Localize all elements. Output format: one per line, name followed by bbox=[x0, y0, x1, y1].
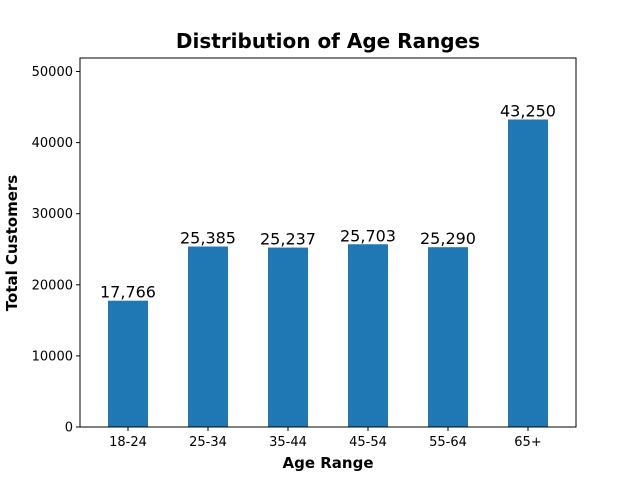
data-label-55-64: 25,290 bbox=[420, 229, 476, 248]
y-axis-title: Total Customers bbox=[3, 175, 21, 311]
x-axis-title: Age Range bbox=[282, 454, 373, 472]
x-tick-label-18-24: 18-24 bbox=[109, 435, 147, 450]
x-ticks-group: 18-24 25-34 35-44 45-54 55-64 65+ bbox=[109, 427, 542, 450]
x-tick-label-35-44: 35-44 bbox=[269, 435, 307, 450]
bar-55-64 bbox=[428, 247, 468, 427]
x-tick-label-25-34: 25-34 bbox=[189, 435, 227, 450]
plot-frame bbox=[79, 57, 577, 428]
data-label-65+: 43,250 bbox=[500, 102, 556, 121]
data-label-18-24: 17,766 bbox=[100, 283, 156, 302]
bar-35-44 bbox=[268, 247, 308, 427]
bars-group bbox=[108, 119, 548, 427]
x-tick-label-45-54: 45-54 bbox=[349, 435, 387, 450]
bar-65+ bbox=[508, 119, 548, 427]
data-labels-group: 17,766 25,385 25,237 25,703 25,290 43,250 bbox=[100, 102, 556, 302]
y-ticks-group: 0 10000 20000 30000 40000 50000 bbox=[32, 65, 80, 436]
bar-18-24 bbox=[108, 300, 148, 427]
y-tick-label-20000: 20000 bbox=[32, 278, 73, 293]
x-tick-label-65+: 65+ bbox=[514, 435, 541, 450]
chart-title: Distribution of Age Ranges bbox=[176, 29, 480, 53]
y-axis-title-group: Total Customers bbox=[3, 175, 21, 311]
y-tick-label-30000: 30000 bbox=[32, 207, 73, 222]
bar-45-54 bbox=[348, 244, 388, 427]
y-tick-label-0: 0 bbox=[65, 421, 73, 436]
data-label-25-34: 25,385 bbox=[180, 229, 236, 248]
bar-25-34 bbox=[188, 246, 228, 427]
y-tick-label-10000: 10000 bbox=[32, 349, 73, 364]
x-tick-label-55-64: 55-64 bbox=[429, 435, 467, 450]
data-label-45-54: 25,703 bbox=[340, 226, 396, 245]
data-label-35-44: 25,237 bbox=[260, 230, 316, 249]
y-tick-label-40000: 40000 bbox=[32, 136, 73, 151]
y-tick-label-50000: 50000 bbox=[32, 65, 73, 80]
